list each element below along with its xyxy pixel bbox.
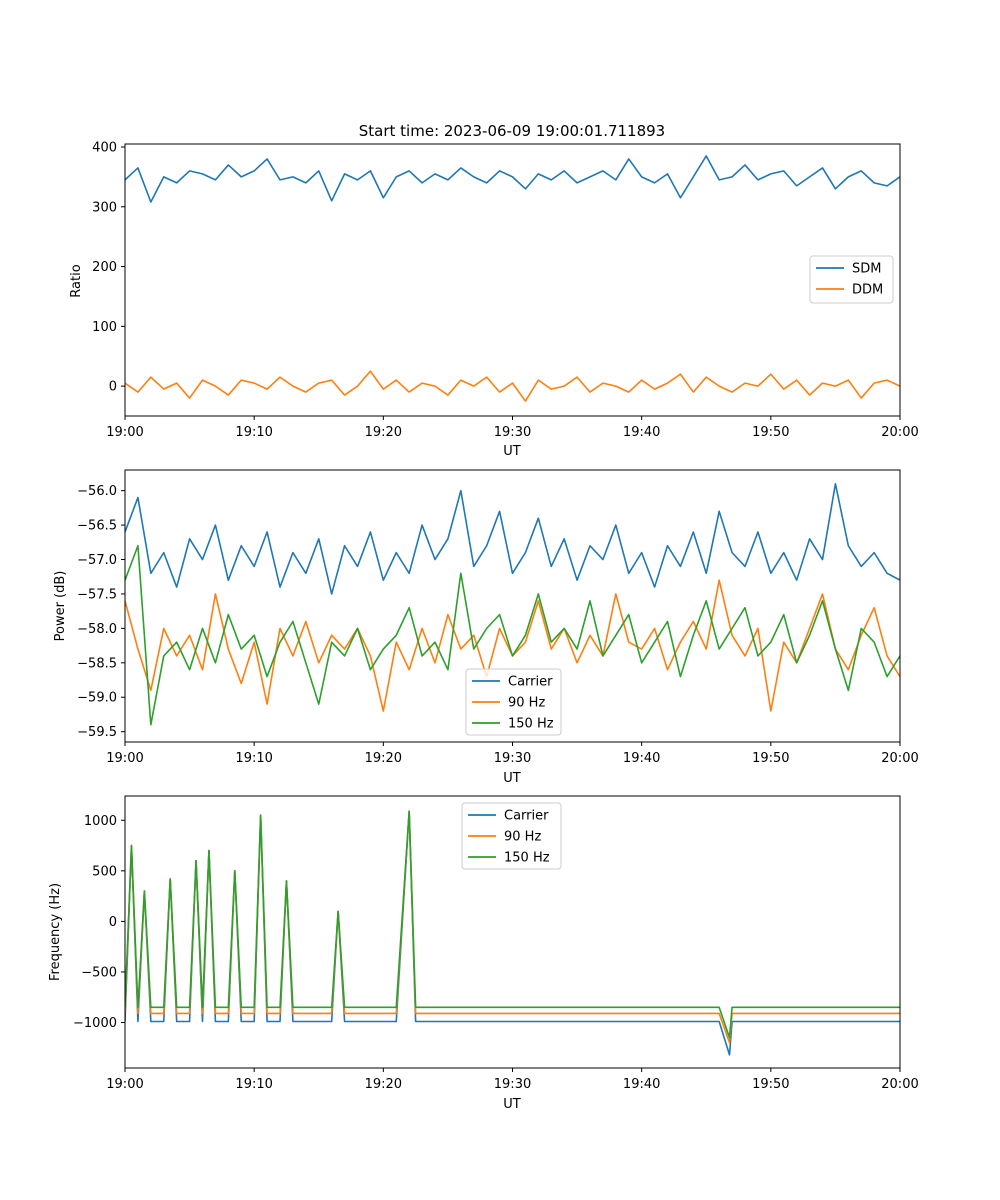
y-tick-label: −59.0 — [77, 691, 117, 706]
series-line-150-hz — [125, 810, 900, 1039]
legend-label: Carrier — [508, 675, 553, 690]
y-tick-label: 300 — [92, 200, 117, 215]
x-tick-label: 20:00 — [881, 751, 918, 766]
chart-title: Start time: 2023-06-09 19:00:01.711893 — [359, 122, 665, 140]
x-tick-label: 20:00 — [881, 425, 918, 440]
y-tick-label: −59.5 — [77, 725, 117, 740]
x-tick-label: 19:40 — [623, 751, 660, 766]
series-line-ddm — [125, 370, 900, 402]
y-tick-label: −56.0 — [77, 484, 117, 499]
x-axis-label: UT — [503, 771, 521, 786]
y-axis-label: Frequency (Hz) — [48, 883, 63, 981]
y-tick-label: 200 — [92, 260, 117, 275]
y-tick-label: 1000 — [84, 814, 117, 829]
legend-label: SDM — [852, 262, 881, 277]
x-tick-label: 19:50 — [752, 751, 789, 766]
series-line-150-hz — [125, 544, 900, 726]
x-tick-label: 19:10 — [235, 1077, 272, 1092]
y-tick-label: 400 — [92, 140, 117, 155]
y-tick-label: −500 — [81, 965, 117, 980]
legend: Carrier 90 Hz 150 Hz — [465, 668, 562, 736]
x-tick-label: 19:30 — [494, 1077, 531, 1092]
y-tick-label: −56.5 — [77, 519, 117, 534]
series-group — [125, 155, 900, 402]
x-axis-label: UT — [503, 1097, 521, 1112]
legend-label: 90 Hz — [508, 696, 545, 711]
legend: SDM DDM — [809, 255, 894, 304]
ratio-panel: Start time: 2023-06-09 19:00:01.711893 R… — [69, 122, 919, 459]
y-tick-label: −57.5 — [77, 587, 117, 602]
x-tick-label: 19:20 — [365, 1077, 402, 1092]
y-tick-label: −57.0 — [77, 553, 117, 568]
x-tick-label: 19:00 — [106, 425, 143, 440]
y-tick-label: −1000 — [73, 1016, 117, 1031]
series-group — [125, 482, 900, 726]
x-tick-label: 19:10 — [235, 751, 272, 766]
frequency-panel: Frequency (Hz) UT 19:00 19:10 19:20 19:30 19… — [48, 795, 919, 1112]
x-tick-label: 19:00 — [106, 751, 143, 766]
x-tick-label: 19:30 — [494, 425, 531, 440]
legend-label: 150 Hz — [508, 717, 554, 732]
x-tick-label: 19:00 — [106, 1077, 143, 1092]
y-tick-label: 500 — [92, 864, 117, 879]
y-tick-label: −58.0 — [77, 622, 117, 637]
x-tick-label: 19:10 — [235, 425, 272, 440]
legend-label: 90 Hz — [504, 830, 541, 845]
y-tick-label: 100 — [92, 320, 117, 335]
series-group — [125, 810, 900, 1056]
legend-label: DDM — [852, 283, 883, 298]
y-axis-label: Power (dB) — [53, 571, 68, 642]
x-tick-label: 19:20 — [365, 425, 402, 440]
x-tick-label: 19:30 — [494, 751, 531, 766]
y-tick-label: 0 — [109, 915, 117, 930]
x-axis-label: UT — [503, 444, 521, 459]
y-tick-label: −58.5 — [77, 656, 117, 671]
x-tick-label: 19:50 — [752, 1077, 789, 1092]
y-axis-label: Ratio — [69, 264, 84, 297]
legend-label: 150 Hz — [504, 851, 550, 866]
legend-label: Carrier — [504, 809, 549, 824]
legend: Carrier 90 Hz 150 Hz — [461, 802, 562, 870]
x-tick-label: 19:40 — [623, 1077, 660, 1092]
legend-box — [461, 802, 562, 870]
series-line-carrier — [125, 482, 900, 595]
legend-box — [465, 668, 562, 736]
series-line-sdm — [125, 155, 900, 203]
x-tick-label: 19:20 — [365, 751, 402, 766]
x-tick-label: 19:40 — [623, 425, 660, 440]
y-tick-label: 0 — [109, 380, 117, 395]
power-panel: Power (dB) UT 19:00 19:10 19:20 19:30 19:40 1… — [53, 469, 919, 786]
x-tick-label: 19:50 — [752, 425, 789, 440]
x-tick-label: 20:00 — [881, 1077, 918, 1092]
